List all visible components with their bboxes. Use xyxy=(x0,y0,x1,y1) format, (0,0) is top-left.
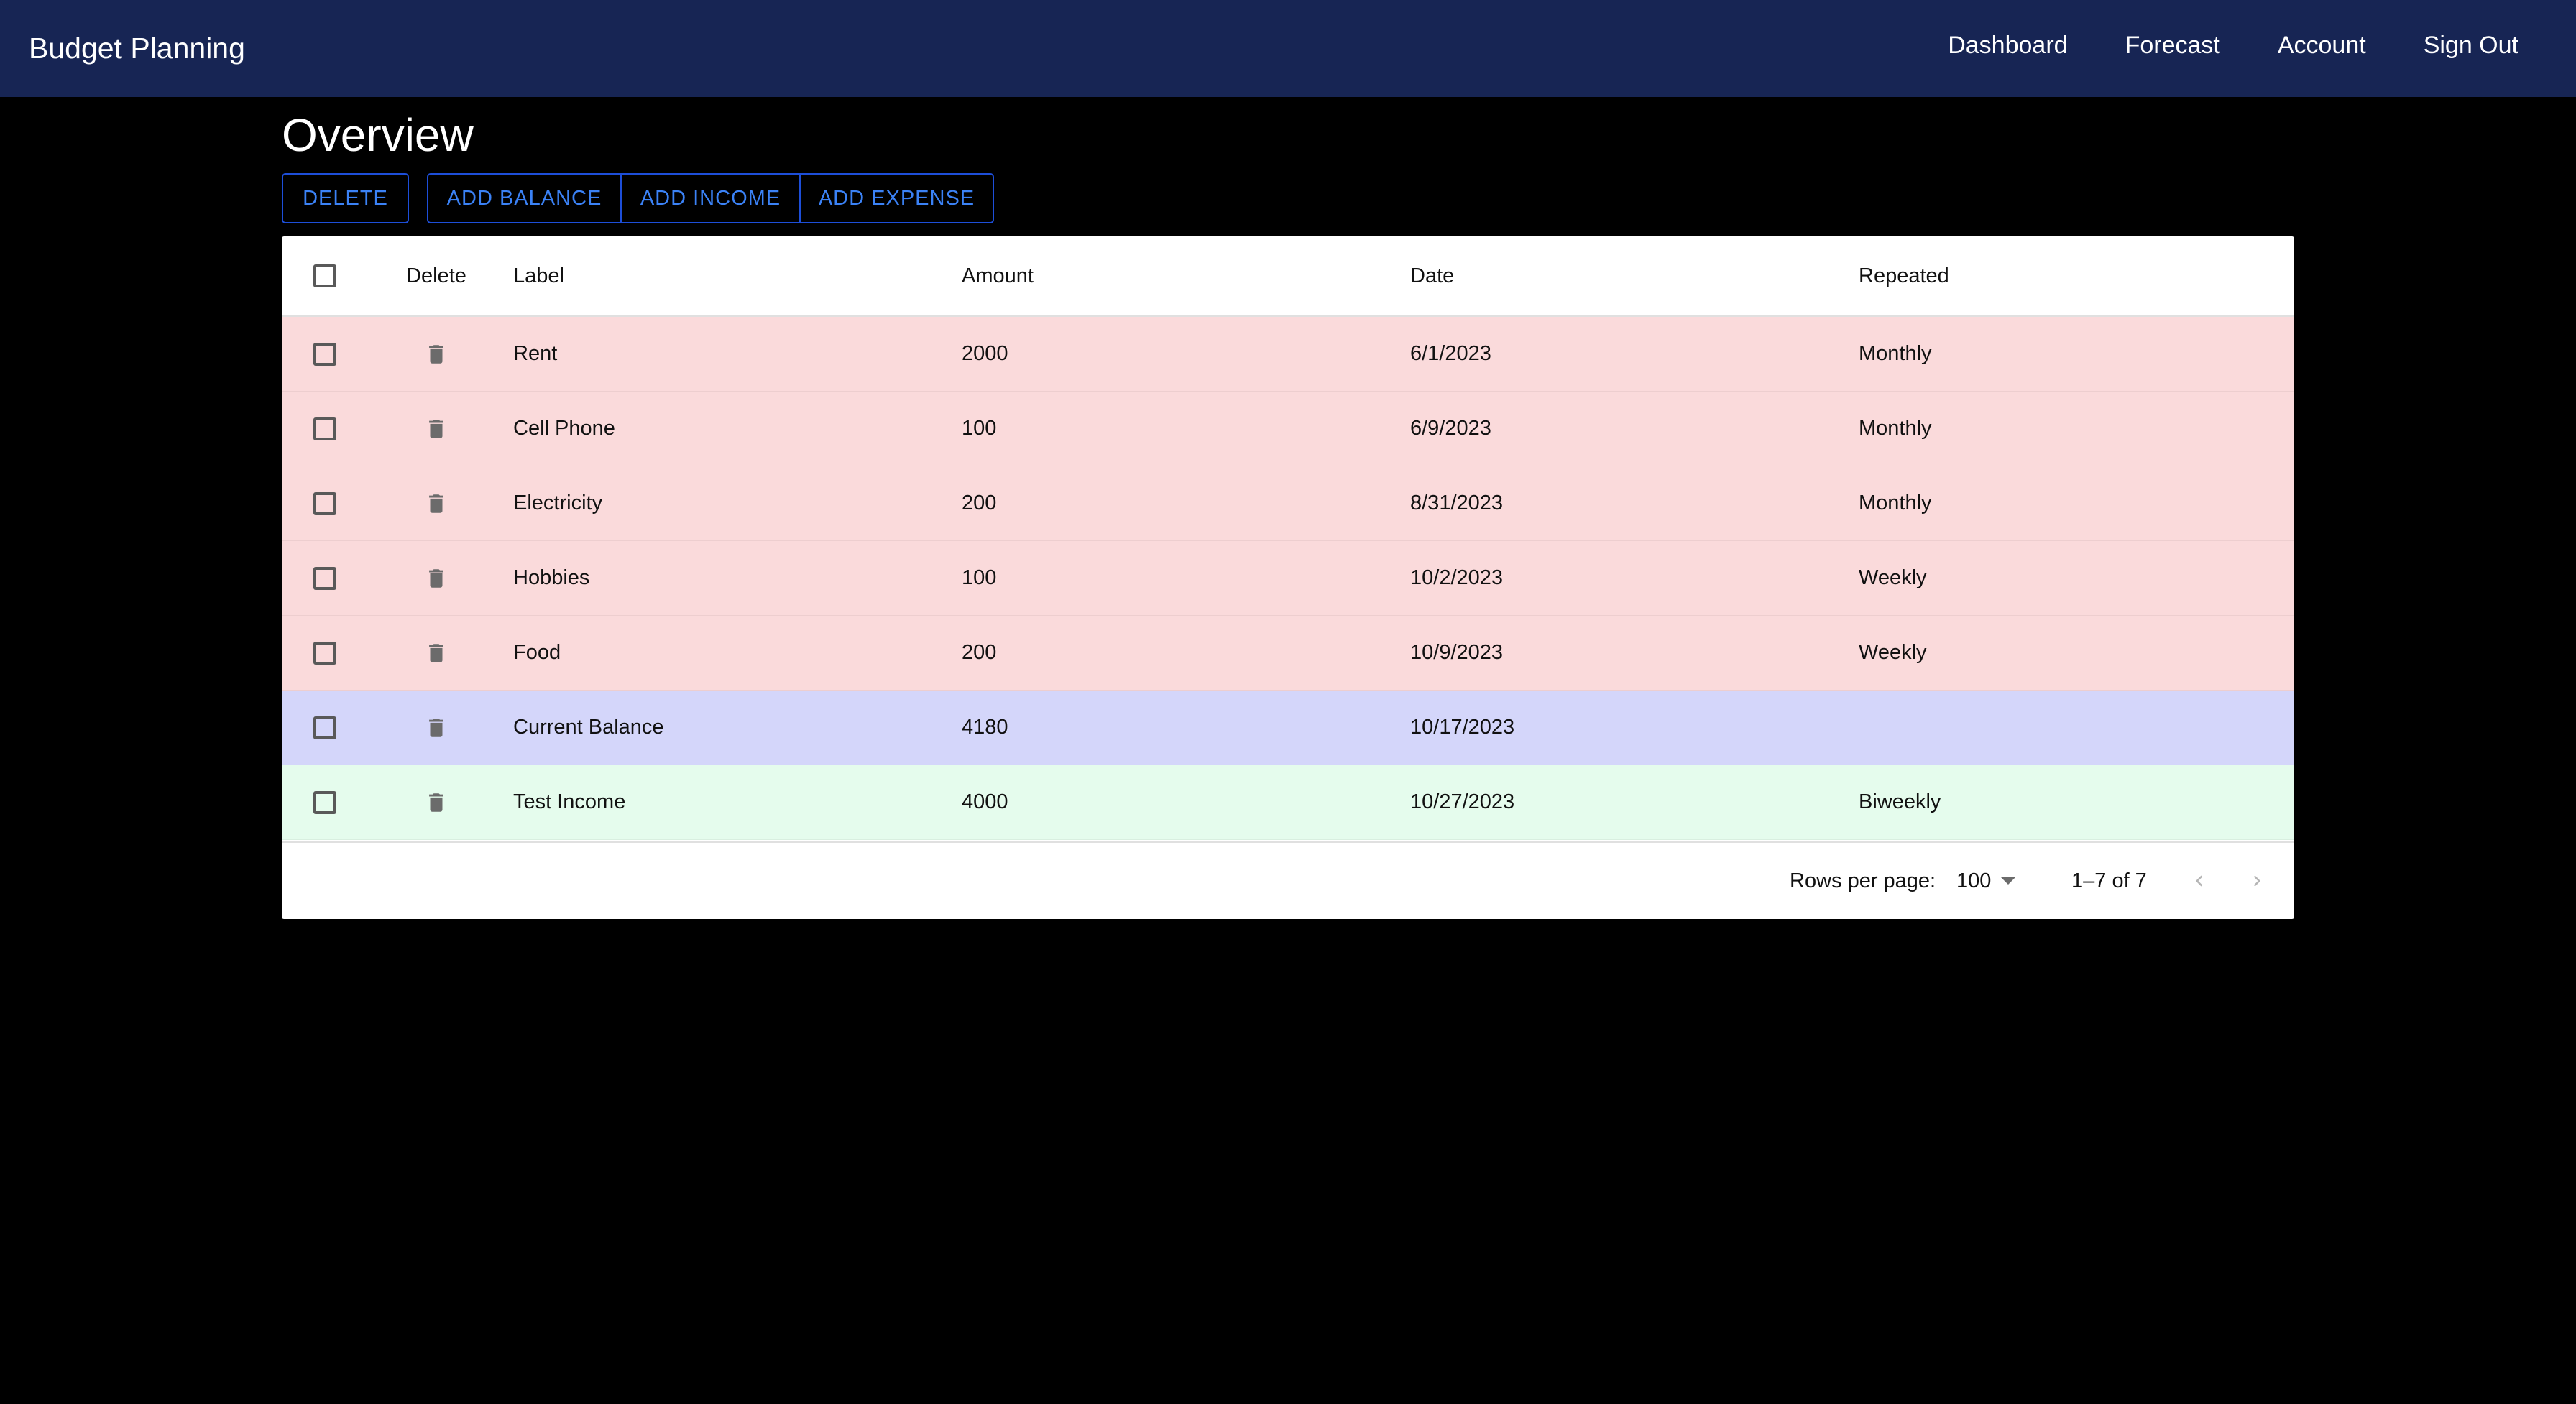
cell-label: Electricity xyxy=(513,491,603,514)
row-select-cell xyxy=(303,466,346,540)
trash-icon[interactable] xyxy=(424,790,448,815)
trash-icon[interactable] xyxy=(424,491,448,516)
rows-per-page-value: 100 xyxy=(1956,869,1992,892)
row-checkbox[interactable] xyxy=(313,790,336,814)
row-delete-cell xyxy=(397,691,476,765)
grid-body: Rent 2000 6/1/2023 Monthly Cell Phone 10… xyxy=(282,317,2294,840)
caret-down-icon xyxy=(2001,877,2016,885)
cell-amount: 200 xyxy=(962,641,997,664)
cell-date: 6/1/2023 xyxy=(1410,342,1491,365)
table-row[interactable]: Hobbies 100 10/2/2023 Weekly xyxy=(282,541,2294,616)
row-delete-cell xyxy=(397,392,476,466)
cell-label: Food xyxy=(513,641,561,664)
add-button-group: ADD BALANCE ADD INCOME ADD EXPENSE xyxy=(427,173,994,223)
cell-repeated: Monthly xyxy=(1859,342,1932,365)
cell-amount: 4000 xyxy=(962,790,1008,813)
add-balance-button[interactable]: ADD BALANCE xyxy=(427,173,622,223)
cell-repeated: Biweekly xyxy=(1859,790,1941,813)
table-row[interactable]: Test Income 4000 10/27/2023 Biweekly xyxy=(282,765,2294,840)
cell-repeated: Monthly xyxy=(1859,491,1932,514)
row-select-cell xyxy=(303,392,346,466)
rows-per-page-select[interactable]: 100 xyxy=(1956,843,2016,919)
trash-icon[interactable] xyxy=(424,342,448,366)
cell-label: Current Balance xyxy=(513,716,664,739)
cell-label: Hobbies xyxy=(513,566,590,589)
grid-footer: Rows per page: 100 1–7 of 7 xyxy=(282,841,2294,919)
trash-icon[interactable] xyxy=(424,641,448,665)
cell-amount: 100 xyxy=(962,566,997,589)
nav-item-sign-out[interactable]: Sign Out xyxy=(2423,31,2518,59)
header-select-cell xyxy=(303,236,346,315)
delete-button[interactable]: DELETE xyxy=(282,173,409,223)
cell-repeated: Monthly xyxy=(1859,417,1932,440)
row-select-cell xyxy=(303,541,346,615)
next-page-button[interactable] xyxy=(2238,862,2276,900)
add-income-button[interactable]: ADD INCOME xyxy=(620,173,801,223)
nav-item-forecast[interactable]: Forecast xyxy=(2125,31,2220,59)
row-checkbox[interactable] xyxy=(313,641,336,665)
cell-label: Rent xyxy=(513,342,558,365)
trash-icon[interactable] xyxy=(424,417,448,441)
row-checkbox[interactable] xyxy=(313,566,336,590)
app-title: Budget Planning xyxy=(29,32,245,65)
column-header-delete[interactable]: Delete xyxy=(406,264,466,287)
cell-label: Test Income xyxy=(513,790,626,813)
row-checkbox[interactable] xyxy=(313,716,336,739)
grid-header: Delete Label Amount Date Repeated xyxy=(282,236,2294,317)
table-row[interactable]: Food 200 10/9/2023 Weekly xyxy=(282,616,2294,691)
trash-icon[interactable] xyxy=(424,716,448,740)
app-bar: Budget Planning Dashboard Forecast Accou… xyxy=(0,0,2576,97)
row-checkbox[interactable] xyxy=(313,491,336,515)
nav-item-dashboard[interactable]: Dashboard xyxy=(1948,31,2068,59)
cell-date: 10/27/2023 xyxy=(1410,790,1515,813)
column-header-label[interactable]: Label xyxy=(513,264,564,287)
row-delete-cell xyxy=(397,616,476,690)
table-row[interactable]: Cell Phone 100 6/9/2023 Monthly xyxy=(282,392,2294,466)
cell-amount: 4180 xyxy=(962,716,1008,739)
row-select-cell xyxy=(303,616,346,690)
chevron-left-icon xyxy=(2196,875,2203,887)
cell-amount: 100 xyxy=(962,417,997,440)
nav-item-account[interactable]: Account xyxy=(2277,31,2366,59)
select-all-checkbox[interactable] xyxy=(313,264,336,287)
column-header-repeated[interactable]: Repeated xyxy=(1859,264,1949,287)
column-header-date[interactable]: Date xyxy=(1410,264,1455,287)
cell-date: 10/2/2023 xyxy=(1410,566,1504,589)
cell-label: Cell Phone xyxy=(513,417,615,440)
row-select-cell xyxy=(303,691,346,765)
column-header-amount[interactable]: Amount xyxy=(962,264,1034,287)
table-row[interactable]: Electricity 200 8/31/2023 Monthly xyxy=(282,466,2294,541)
row-delete-cell xyxy=(397,765,476,839)
cell-date: 6/9/2023 xyxy=(1410,417,1491,440)
cell-amount: 2000 xyxy=(962,342,1008,365)
cell-date: 10/9/2023 xyxy=(1410,641,1504,664)
page-title: Overview xyxy=(282,109,474,161)
cell-repeated: Weekly xyxy=(1859,641,1927,664)
cell-date: 10/17/2023 xyxy=(1410,716,1515,739)
previous-page-button[interactable] xyxy=(2181,862,2218,900)
row-checkbox[interactable] xyxy=(313,342,336,366)
cell-date: 8/31/2023 xyxy=(1410,491,1504,514)
row-select-cell xyxy=(303,317,346,391)
pagination-range: 1–7 of 7 xyxy=(2071,869,2147,892)
cell-amount: 200 xyxy=(962,491,997,514)
top-nav: Dashboard Forecast Account Sign Out xyxy=(1919,0,2547,91)
rows-per-page-label: Rows per page: xyxy=(1790,869,1936,892)
table-row[interactable]: Current Balance 4180 10/17/2023 xyxy=(282,691,2294,765)
row-delete-cell xyxy=(397,466,476,540)
trash-icon[interactable] xyxy=(424,566,448,591)
row-select-cell xyxy=(303,765,346,839)
table-row[interactable]: Rent 2000 6/1/2023 Monthly xyxy=(282,317,2294,392)
data-grid: Delete Label Amount Date Repeated Rent 2… xyxy=(282,236,2294,919)
row-delete-cell xyxy=(397,317,476,391)
row-delete-cell xyxy=(397,541,476,615)
chevron-right-icon xyxy=(2253,875,2260,887)
add-expense-button[interactable]: ADD EXPENSE xyxy=(799,173,994,223)
row-checkbox[interactable] xyxy=(313,417,336,440)
cell-repeated: Weekly xyxy=(1859,566,1927,589)
